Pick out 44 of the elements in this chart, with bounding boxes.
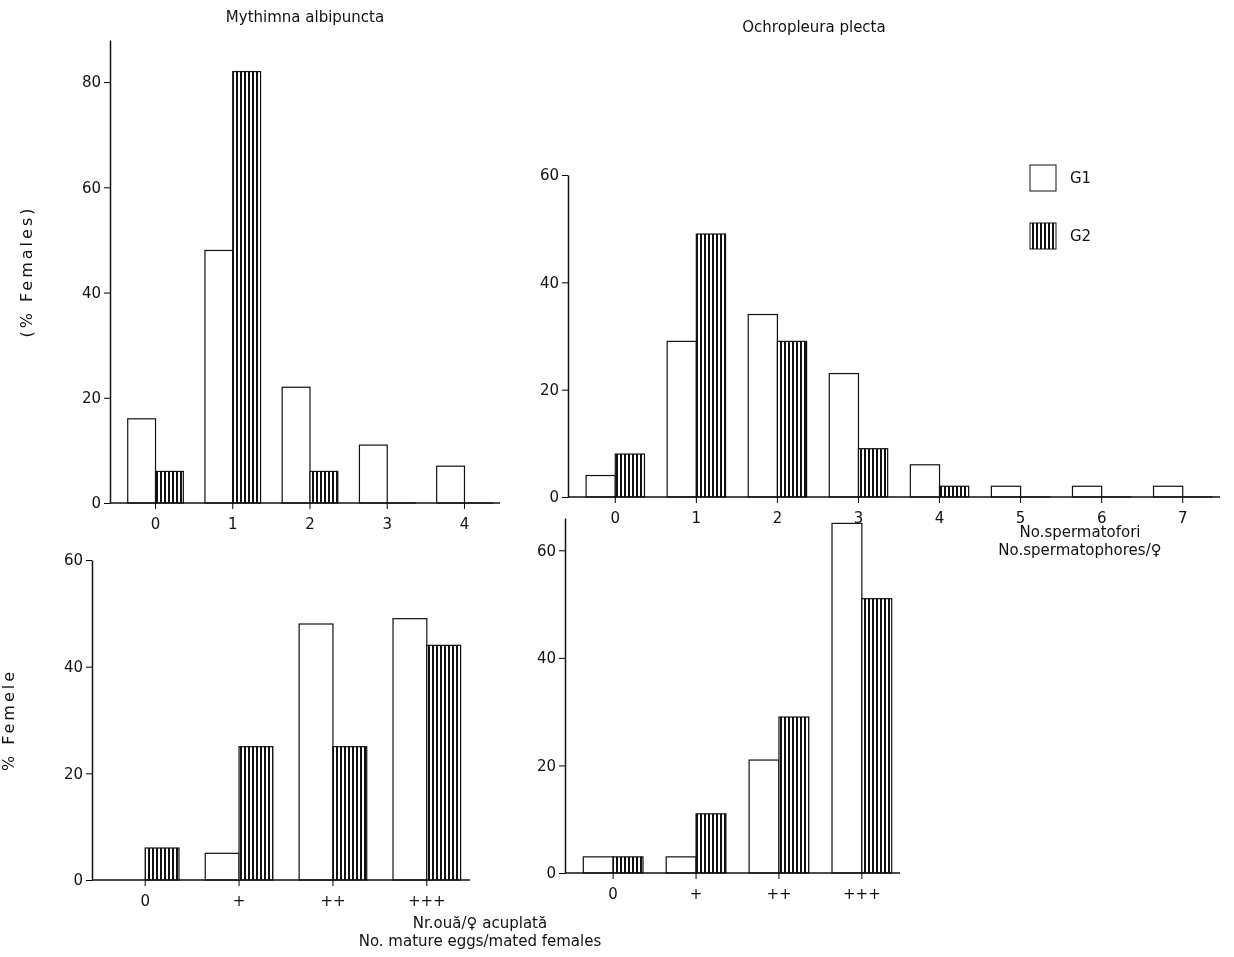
y-tick-label: 60 [536, 541, 556, 560]
x-tick-label: 0 [150, 514, 161, 533]
x-tick-label: ++ [320, 891, 346, 910]
x-tick-label: 4 [459, 514, 470, 533]
x-tick-label: 0 [140, 891, 150, 910]
y-tick-label: 20 [63, 764, 83, 783]
x-tick-label: 1 [227, 514, 238, 533]
legend-label: G2 [1070, 227, 1092, 245]
y-tick-label: 60 [539, 166, 559, 185]
x-tick-label: 0 [610, 508, 621, 527]
chart-title: Ochropleura plecta [742, 18, 886, 36]
y-tick-label: 0 [91, 494, 101, 513]
y-tick-label: 0 [73, 871, 83, 890]
y-tick-label: 60 [81, 178, 101, 197]
chart-title: Mythimna albipuncta [225, 8, 385, 26]
y-tick-label: 0 [549, 488, 559, 507]
x-tick-label: 3 [382, 514, 393, 533]
x-tick-label: + [232, 891, 246, 910]
y-tick-label: 20 [539, 380, 559, 399]
x-tick-label: 0 [608, 884, 618, 903]
y-axis-title: % Femele [0, 668, 18, 772]
x-tick-label: + [689, 884, 703, 903]
x-tick-label: 4 [934, 508, 945, 527]
y-tick-label: 0 [546, 864, 556, 883]
x-tick-label: 3 [853, 508, 864, 527]
y-tick-label: 20 [536, 756, 556, 775]
x-tick-label: 2 [305, 514, 315, 533]
x-tick-label: +++ [843, 884, 881, 903]
x-tick-label: 2 [772, 508, 783, 527]
y-tick-label: 40 [539, 273, 559, 292]
x-tick-label: +++ [407, 891, 446, 910]
x-tick-label: ++ [766, 884, 792, 903]
y-tick-label: 40 [81, 283, 101, 302]
y-tick-label: 20 [81, 389, 101, 408]
y-tick-label: 40 [63, 657, 83, 676]
y-axis-title: (% Females) [17, 205, 36, 338]
y-tick-label: 40 [536, 649, 556, 668]
x-tick-label: 1 [691, 508, 702, 527]
y-tick-label: 60 [63, 551, 83, 570]
x-tick-label: 7 [1177, 508, 1188, 527]
y-tick-label: 80 [81, 73, 101, 92]
x-axis-title: No.spermatofori No.spermatophores/♀ [998, 523, 1162, 559]
x-axis-title: Nr.ouă/♀ acuplată No. mature eggs/mated females [358, 914, 602, 950]
legend-label: G1 [1070, 169, 1092, 187]
